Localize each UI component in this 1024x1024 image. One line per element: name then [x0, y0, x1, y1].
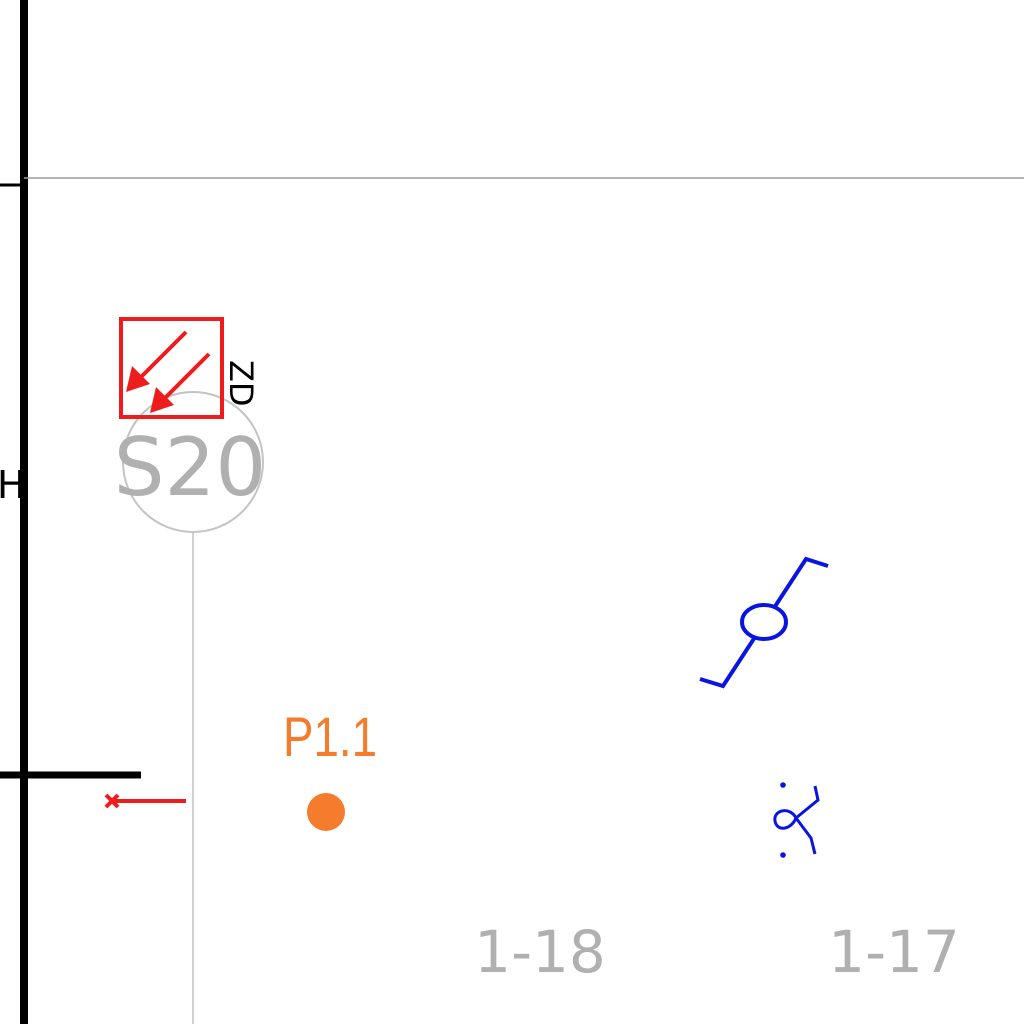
- grid-label-1-18: 1-18: [474, 918, 606, 986]
- blue-fixture-icon: [699, 556, 829, 689]
- point-label: P1.1: [283, 705, 377, 768]
- smoke-damper-label: ZD: [222, 360, 260, 407]
- termination-marker: [104, 793, 186, 809]
- grid-bubble-label: S20: [114, 421, 267, 514]
- edge-letter: H: [0, 463, 26, 507]
- point-marker: [307, 793, 345, 831]
- grid-label-1-17: 1-17: [828, 918, 960, 986]
- smoke-damper-icon: [119, 317, 224, 419]
- blue-small-fixture-icon: [773, 782, 820, 858]
